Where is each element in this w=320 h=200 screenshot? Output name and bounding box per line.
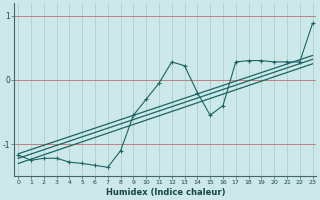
X-axis label: Humidex (Indice chaleur): Humidex (Indice chaleur) bbox=[106, 188, 225, 197]
